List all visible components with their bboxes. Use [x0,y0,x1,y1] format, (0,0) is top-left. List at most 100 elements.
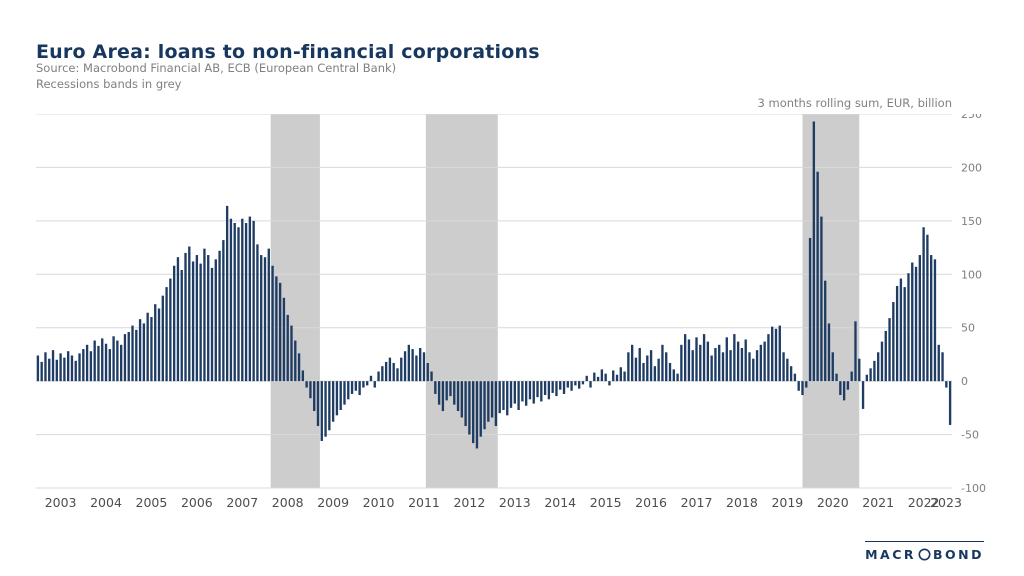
bar [324,381,327,437]
y-axis-tick-label: 200 [961,161,982,174]
x-axis-year-label: 2022 [908,495,940,510]
source-line: Source: Macrobond Financial AB, ECB (Eur… [36,61,397,75]
bar [649,350,653,382]
bar [180,270,183,382]
bar [135,329,138,382]
bar [926,234,929,382]
bar [487,381,490,422]
bar [146,312,149,382]
bar [222,240,225,382]
bar [396,368,399,382]
bar [313,381,316,412]
bar [263,257,267,382]
bar [767,334,770,382]
bar [888,318,891,382]
y-axis-tick-label: 0 [961,375,968,388]
bar [70,355,74,382]
bar [714,348,717,382]
bar [74,360,77,382]
bar [873,360,876,382]
bar [797,381,800,391]
bar [377,371,380,382]
bar [706,341,710,382]
bar [252,220,255,382]
bar [278,282,282,382]
bar [630,344,634,382]
bar [752,358,755,382]
bar [657,358,660,382]
bar [172,265,176,382]
bar [801,381,804,396]
bar [138,319,142,382]
bar [225,205,229,382]
bar [691,350,694,382]
bar [320,381,323,441]
x-axis-year-label: 2020 [817,495,849,510]
bar [490,381,494,418]
bar [532,381,535,404]
bar [884,330,887,382]
bar [426,362,429,382]
bar [547,381,551,400]
bar [543,381,547,396]
bar [362,381,365,388]
bar [369,375,373,382]
x-axis-year-label: 2009 [317,495,349,510]
bar [525,381,528,406]
bar [869,368,872,382]
bar [604,373,607,382]
bar [93,340,96,382]
macrobond-o-ring-icon [918,548,931,561]
unit-label: 3 months rolling sum, EUR, billion [757,96,952,110]
bar [453,381,456,405]
bar [513,381,516,404]
bar [116,340,119,382]
bar [290,325,293,382]
bar [434,381,437,394]
x-axis-year-label: 2023 [930,495,962,510]
bar [778,325,781,382]
bar [48,358,51,382]
bar [449,381,452,397]
bar [150,317,153,382]
bar [589,381,592,388]
bar [831,352,834,382]
bar [97,345,100,382]
x-axis-year-label: 2011 [408,495,440,510]
bar [922,227,925,382]
bar [335,381,339,416]
bar [903,287,906,382]
bar [736,341,740,382]
bar [331,381,335,422]
bar [918,255,921,382]
bar [127,331,130,382]
bar [733,334,736,382]
x-axis-year-label: 2005 [136,495,168,510]
bar [521,381,524,402]
bar [600,369,604,382]
y-axis-tick-label: 100 [961,268,982,281]
bar [161,295,164,382]
bar [229,218,233,382]
logo-text-right: BOND [933,547,984,562]
bar [559,381,562,390]
bar [214,259,217,382]
bar [570,381,573,391]
bar [104,343,108,382]
bar [256,244,259,382]
bar [672,369,675,382]
y-axis-tick-label: 150 [961,215,982,228]
x-axis-year-label: 2008 [272,495,304,510]
bar [710,355,713,382]
bar [275,276,278,382]
x-axis-year-label: 2017 [681,495,713,510]
bar [676,373,679,382]
bar [55,359,58,382]
bar [430,371,433,382]
bar [555,381,558,397]
bar [40,361,43,382]
bar [623,371,626,382]
chart-area: 250 200 150 100 50 0 -50 -100 2003 2004 2005 2006 20… [36,108,996,522]
bar [680,344,683,382]
